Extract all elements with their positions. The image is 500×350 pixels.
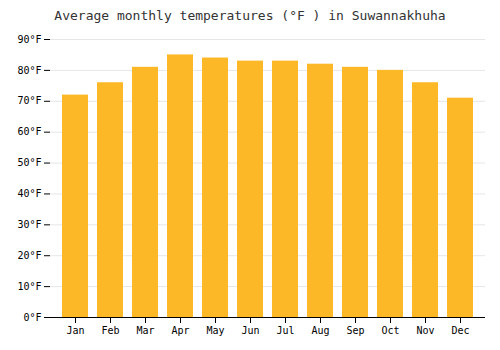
svg-text:10°F: 10°F: [17, 281, 41, 292]
svg-text:Oct: Oct: [381, 325, 399, 336]
svg-text:70°F: 70°F: [17, 95, 41, 106]
svg-text:Feb: Feb: [101, 325, 119, 336]
svg-text:40°F: 40°F: [17, 188, 41, 199]
svg-text:30°F: 30°F: [17, 219, 41, 230]
svg-text:20°F: 20°F: [17, 250, 41, 261]
svg-text:Jun: Jun: [241, 325, 259, 336]
svg-text:Aug: Aug: [311, 325, 329, 336]
svg-text:Jul: Jul: [276, 325, 294, 336]
svg-text:60°F: 60°F: [17, 126, 41, 137]
svg-text:Mar: Mar: [136, 325, 154, 336]
html-text:Average monthly temperatures (: Average monthly temperatures (°F ) in Su…: [54, 8, 446, 23]
svg-text:50°F: 50°F: [17, 157, 41, 168]
svg-text:Dec: Dec: [451, 325, 469, 336]
svg-text:Nov: Nov: [416, 325, 434, 336]
svg-text:May: May: [206, 325, 224, 336]
svg-text:Apr: Apr: [171, 325, 189, 336]
svg-text:80°F: 80°F: [17, 65, 41, 76]
svg-text:90°F: 90°F: [17, 34, 41, 45]
svg-text:Sep: Sep: [346, 325, 364, 336]
svg-text:Jan: Jan: [66, 325, 84, 336]
svg-text:0°F: 0°F: [23, 312, 41, 323]
